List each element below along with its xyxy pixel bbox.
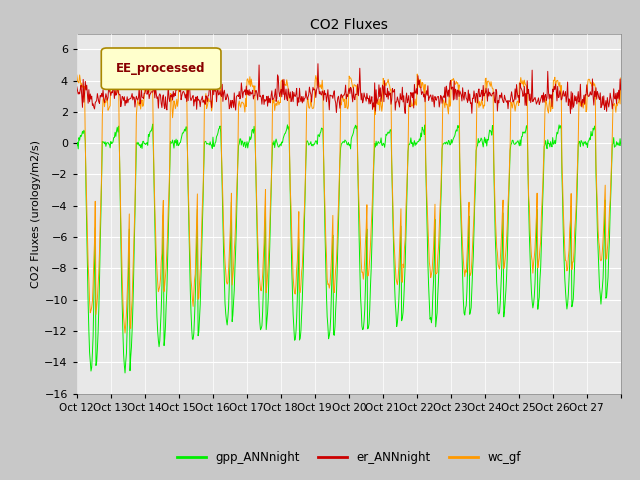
Y-axis label: CO2 Fluxes (urology/m2/s): CO2 Fluxes (urology/m2/s) [31,140,42,288]
Text: EE_processed: EE_processed [116,62,206,75]
Legend: gpp_ANNnight, er_ANNnight, wc_gf: gpp_ANNnight, er_ANNnight, wc_gf [172,446,526,469]
FancyBboxPatch shape [101,48,221,89]
Title: CO2 Fluxes: CO2 Fluxes [310,18,388,33]
